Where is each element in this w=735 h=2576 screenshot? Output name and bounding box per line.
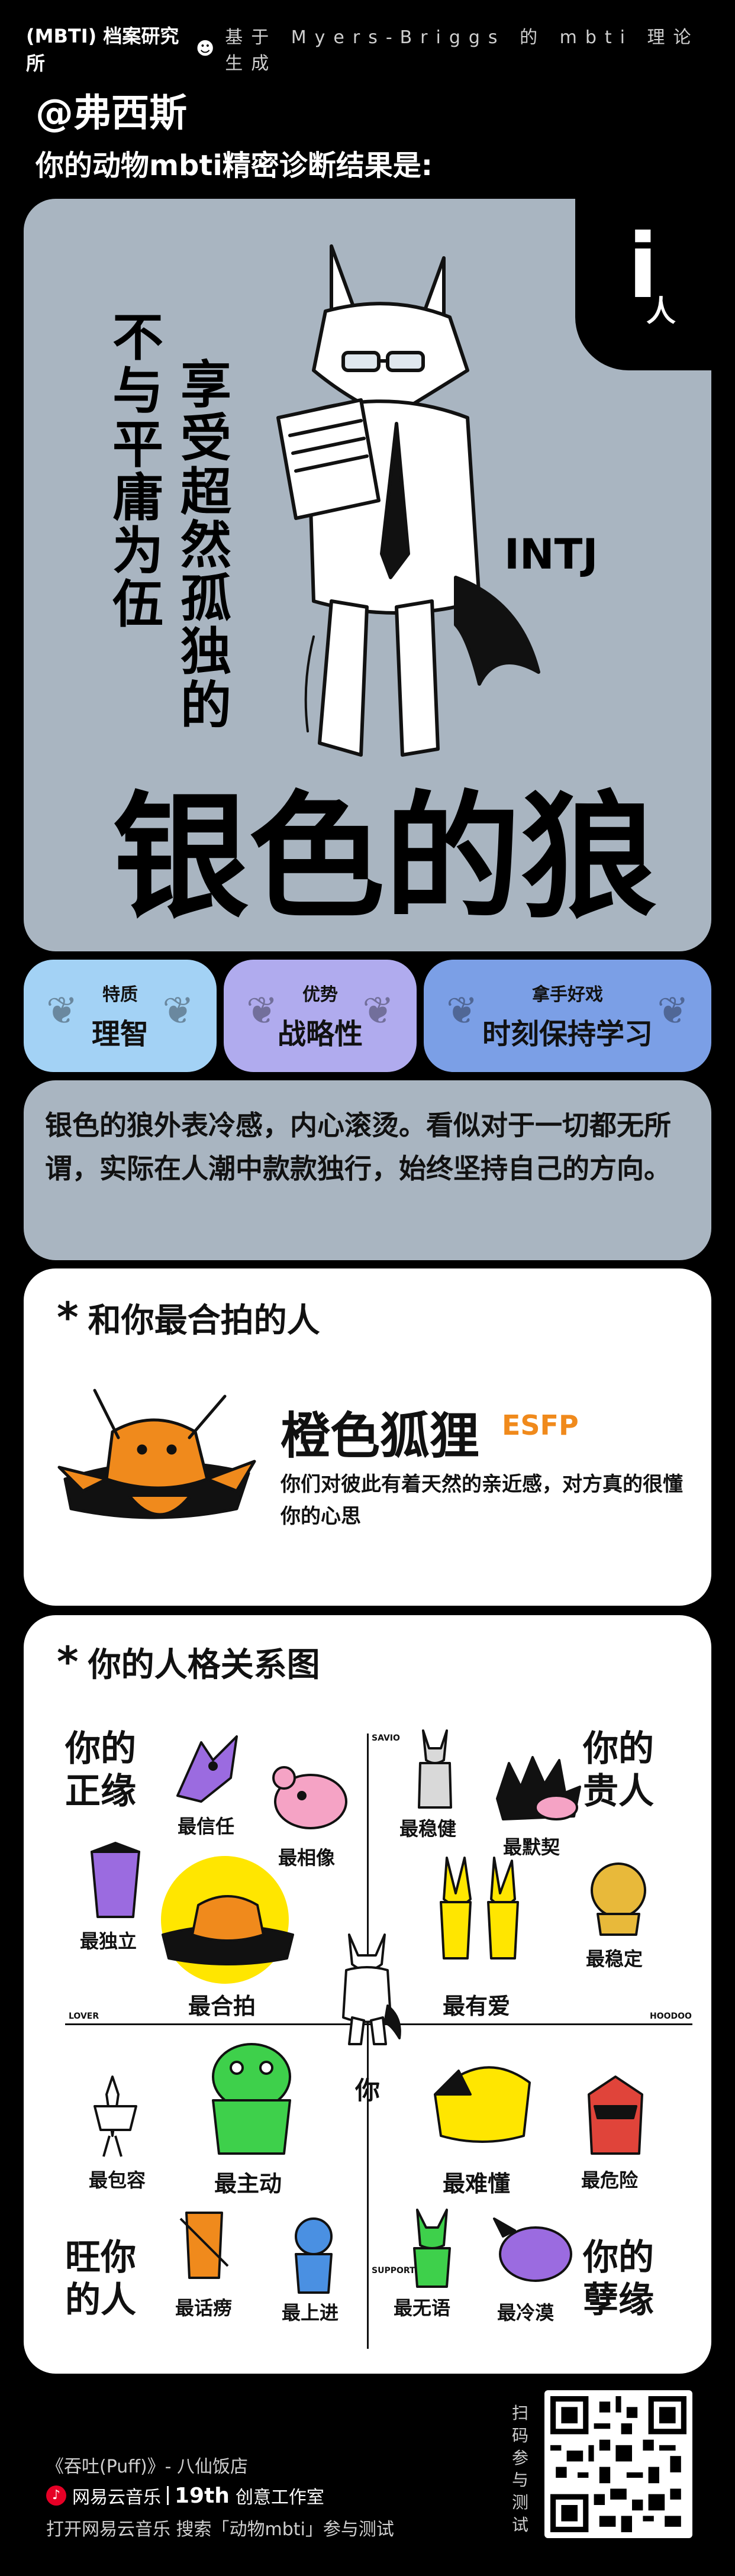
match-animal-name: 橙色狐狸 — [281, 1407, 480, 1465]
white-crane-icon — [94, 2075, 137, 2157]
trait-card-strength: ❦ ❦ 优势 战略性 — [224, 960, 417, 1072]
match-section-label: 和你最合拍的人 — [88, 1301, 320, 1340]
red-raccoon-icon — [588, 2075, 643, 2155]
mbti-type: INTJ — [504, 530, 598, 579]
axis-label-top: SAVIO — [372, 1734, 400, 1743]
rel-label-tolerant: 最包容 — [89, 2169, 146, 2191]
hero-card: i 人 — [24, 199, 711, 951]
netease-music-icon: ♪ — [46, 2485, 66, 2506]
hero-slogan-a: 不与平庸为伍 — [112, 308, 163, 635]
quad-label-benefactor: 你的贵人 — [583, 1728, 654, 1812]
rel-label-loving: 最有爱 — [443, 1993, 511, 2019]
introvert-tab — [575, 199, 711, 370]
footer-divider — [167, 2486, 169, 2505]
rel-label-trust: 最信任 — [178, 1815, 235, 1838]
tagline: 基于 Myers-Briggs 的 mbti 理论生成 — [225, 27, 699, 74]
trait-label: 拿手好戏 — [532, 984, 603, 1005]
bat-icon — [91, 1842, 140, 1918]
studio-number: 19th — [175, 2483, 230, 2508]
quad-label-destiny: 你的正缘 — [65, 1728, 136, 1812]
rel-label-tacit: 最默契 — [503, 1836, 560, 1858]
trait-value: 战略性 — [277, 1018, 363, 1051]
rel-label-alike: 最相像 — [278, 1847, 336, 1869]
orange-fox-illustration — [57, 1389, 256, 1519]
pink-bear-icon — [272, 1766, 347, 1829]
laurel-left-icon: ❦ — [246, 989, 278, 1033]
description-text: 银色的狼外表冷感，内心滚烫。看似对于一切都无所谓，实际在人潮中款款独行，始终坚持… — [45, 1109, 671, 1184]
relation-section-label: 你的人格关系图 — [88, 1645, 320, 1684]
top-bar: (MBTI) 档案研究所 ☻ 基于 Myers-Briggs 的 mbti 理论… — [26, 25, 713, 75]
introvert-letter: i — [627, 215, 658, 318]
green-frog-icon — [212, 2043, 291, 2155]
axis-label-right: HOODOO — [650, 2012, 692, 2021]
orange-squirrel-icon — [179, 2212, 229, 2279]
hedgehog-icon — [496, 1756, 581, 1820]
trait-value: 时刻保持学习 — [482, 1018, 653, 1051]
description-card — [24, 1080, 711, 1260]
quad-label-nemesis: 你的孽缘 — [583, 2237, 654, 2321]
blue-dog-icon — [295, 2217, 333, 2294]
rel-label-proactive: 最主动 — [214, 2171, 282, 2197]
laurel-right-icon: ❦ — [162, 989, 194, 1033]
yellow-rabbits-icon — [440, 1857, 519, 1960]
rel-label-cold: 最冷漠 — [497, 2301, 555, 2324]
studio-name: 创意工作室 — [235, 2487, 324, 2508]
footer-logo-row: ♪ 网易云音乐 19th 创意工作室 — [46, 2483, 324, 2509]
purple-cat-icon — [176, 1735, 238, 1803]
trait-row: ❦ ❦ 特质 理智 ❦ ❦ 优势 战略性 ❦ ❦ 拿手好戏 时刻保持学习 — [24, 960, 711, 1072]
footer-song: 《吞吐(Puff)》- 八仙饭店 — [46, 2456, 249, 2477]
rel-label-best-match: 最合拍 — [188, 1993, 256, 2019]
qr-code[interactable] — [544, 2390, 692, 2538]
introvert-sub: 人 — [646, 294, 676, 328]
trait-card-trait: ❦ ❦ 特质 理智 — [24, 960, 217, 1072]
smiley-icon: ☻ — [195, 38, 215, 59]
quad-label-booster: 旺你的人 — [65, 2237, 136, 2321]
trait-label: 优势 — [302, 984, 338, 1005]
footer-hint: 打开网易云音乐 搜索「动物mbti」参与测试 — [46, 2519, 394, 2540]
green-goat-icon — [413, 2209, 451, 2288]
purple-bird-icon — [493, 2217, 572, 2282]
laurel-right-icon: ❦ — [657, 989, 689, 1033]
axis-label-left: LOVER — [69, 2012, 99, 2021]
rel-label-motivated: 最上进 — [282, 2301, 339, 2324]
laurel-right-icon: ❦ — [362, 989, 394, 1033]
rel-label-independent: 最独立 — [80, 1930, 137, 1952]
rel-label-talkative: 最话痨 — [175, 2297, 233, 2319]
scan-label: 扫码参与测试 — [512, 2403, 529, 2535]
rel-label-dangerous: 最危险 — [581, 2169, 639, 2191]
rel-label-speechless: 最无语 — [394, 2297, 451, 2319]
match-description: 你们对彼此有着天然的亲近感，对方真的很懂你的心思 — [281, 1473, 683, 1529]
username: @弗西斯 — [36, 92, 187, 135]
brand-label: (MBTI) 档案研究所 — [26, 25, 179, 75]
platform-name: 网易云音乐 — [72, 2487, 161, 2508]
match-section-title: * 和你最合拍的人 — [57, 1293, 320, 1342]
match-mbti-type: ESFP — [502, 1409, 579, 1441]
result-caption: 你的动物mbti精密诊断结果是: — [36, 149, 433, 182]
vertical-axis — [367, 1734, 369, 2349]
yellow-monkey-icon — [591, 1862, 646, 1936]
rel-label-steady: 最稳健 — [399, 1818, 457, 1840]
relation-section-title: * 你的人格关系图 — [57, 1638, 320, 1686]
best-match-fox-icon — [161, 1856, 294, 1984]
hero-slogan-b: 享受超然孤独的 — [180, 356, 231, 735]
trait-value: 理智 — [91, 1018, 149, 1051]
trait-card-specialty: ❦ ❦ 拿手好戏 时刻保持学习 — [424, 960, 711, 1072]
asterisk-icon: * — [57, 1638, 79, 1686]
laurel-left-icon: ❦ — [46, 989, 78, 1033]
axis-label-bottom: SUPPORTER — [372, 2266, 427, 2275]
rel-label-stable: 最稳定 — [586, 1948, 643, 1970]
silver-wolf-illustration — [276, 244, 540, 757]
animal-name: 银色的狼 — [112, 779, 657, 937]
laurel-left-icon: ❦ — [446, 989, 478, 1033]
center-wolf-icon — [342, 1933, 401, 2045]
center-label: 你 — [355, 2076, 381, 2105]
asterisk-icon: * — [57, 1293, 79, 1342]
rel-label-hard-to-understand: 最难懂 — [443, 2171, 511, 2197]
grey-wolf-icon — [418, 1729, 452, 1809]
yellow-creature-icon — [434, 2066, 531, 2143]
trait-label: 特质 — [102, 984, 138, 1005]
